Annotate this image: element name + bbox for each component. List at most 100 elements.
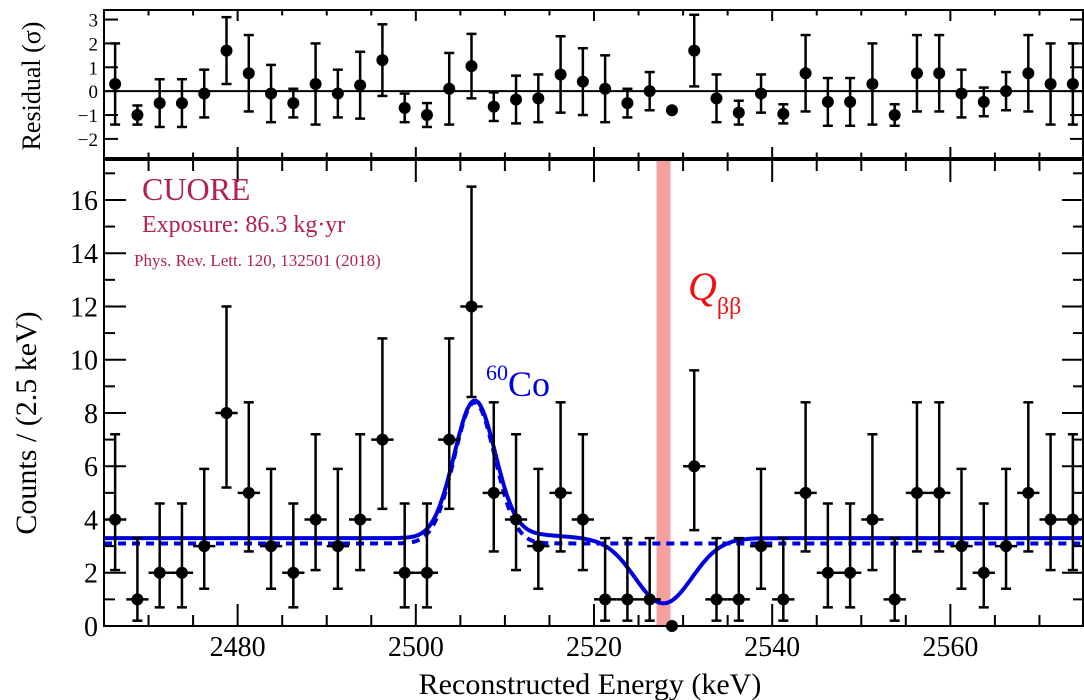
fit-curve-dashed xyxy=(104,400,1084,546)
residual-point xyxy=(910,67,923,80)
residual-point xyxy=(198,87,211,100)
spectrum-point xyxy=(376,433,389,446)
spectrum-point xyxy=(799,486,812,499)
residual-point xyxy=(888,109,901,122)
residual-panel: −2 −1 0 1 23 Residual (σ) xyxy=(17,10,1084,158)
residual-point xyxy=(131,109,144,122)
spectrum-point xyxy=(888,593,901,606)
spectrum-point xyxy=(420,566,433,579)
residual-point xyxy=(265,87,278,100)
residual-points xyxy=(109,13,1079,129)
residual-point xyxy=(576,75,589,88)
x-axis-label: Reconstructed Energy (keV) xyxy=(419,668,762,700)
spectrum-point xyxy=(1000,540,1013,553)
spectrum-point xyxy=(220,406,233,419)
residual-point xyxy=(487,100,500,113)
residual-point xyxy=(554,68,567,81)
residual-point xyxy=(955,87,968,100)
spectrum-y-axis-label: Counts / (2.5 keV) xyxy=(10,311,43,534)
spectrum-point xyxy=(354,513,367,526)
residual-point xyxy=(933,67,946,80)
spectrum-x-tick-label: 2480 xyxy=(210,632,266,663)
residual-point xyxy=(510,93,523,106)
spectrum-point xyxy=(621,593,634,606)
spectrum-y-ticks: 0 2 4 6 8 10 12 14 16 xyxy=(70,172,1084,643)
spectrum-point xyxy=(487,486,500,499)
spectrum-y-tick-label: 14 xyxy=(70,239,98,270)
spectrum-point xyxy=(755,540,768,553)
spectrum-point xyxy=(844,566,857,579)
spectrum-y-tick-label: 2 xyxy=(84,559,98,590)
q-bb-band xyxy=(656,160,671,626)
residual-point xyxy=(977,95,990,108)
residual-point xyxy=(599,82,612,95)
spectrum-frame xyxy=(103,159,1084,627)
residual-point xyxy=(1022,67,1035,80)
spectrum-panel: 0 2 4 6 8 10 12 14 16 2480 2500 2520 2540 2560 Count… xyxy=(10,160,1084,700)
spectrum-point xyxy=(933,486,946,499)
residual-point xyxy=(153,97,166,110)
spectrum-x-tick-label: 2540 xyxy=(744,632,800,663)
residual-point xyxy=(844,95,857,108)
spectrum-point xyxy=(465,300,478,313)
residual-point xyxy=(732,106,745,119)
co60-label-element: Co xyxy=(508,364,550,404)
spectrum-point xyxy=(710,593,723,606)
residual-point xyxy=(465,60,478,73)
spectrum-point xyxy=(265,540,278,553)
co60-label-mass: 60 xyxy=(486,360,508,385)
spectrum-point xyxy=(821,566,834,579)
residual-point xyxy=(799,67,812,80)
spectrum-point xyxy=(955,540,968,553)
spectrum-point xyxy=(309,513,322,526)
spectrum-point xyxy=(554,486,567,499)
spectrum-point xyxy=(910,486,923,499)
spectrum-point xyxy=(532,540,545,553)
spectrum-y-tick-label: 16 xyxy=(70,186,98,217)
residual-point xyxy=(688,44,701,57)
spectrum-point xyxy=(242,486,255,499)
spectrum-point xyxy=(1022,486,1035,499)
spectrum-x-tick-label: 2500 xyxy=(388,632,444,663)
residual-point xyxy=(443,82,456,95)
residual-frame xyxy=(103,9,1084,159)
residual-point xyxy=(287,97,300,110)
residual-y-tick-label: 2 xyxy=(89,34,99,55)
residual-point xyxy=(1066,78,1079,90)
residual-point xyxy=(175,97,188,110)
residual-y-axis-label: Residual (σ) xyxy=(17,22,46,151)
spectrum-y-tick-label: 6 xyxy=(84,452,98,483)
spectrum-x-tick-label: 2520 xyxy=(566,632,622,663)
residual-point xyxy=(220,44,233,57)
residual-point xyxy=(242,67,255,80)
residual-y-tick-label: 0 xyxy=(89,82,99,103)
residual-point xyxy=(532,92,545,105)
spectrum-point xyxy=(131,593,144,606)
residual-y-tick-label: 3 xyxy=(89,11,99,32)
residual-y-ticks: −2 −1 0 1 23 xyxy=(78,11,1084,151)
spectrum-point xyxy=(1044,513,1057,526)
residual-y-tick-label: 1 xyxy=(89,58,99,79)
spectrum-y-tick-label: 12 xyxy=(70,292,98,323)
residual-point xyxy=(309,78,322,90)
legend-title: CUORE xyxy=(142,171,250,207)
q-bb-label-sub: ββ xyxy=(717,294,741,320)
residual-point xyxy=(331,87,344,100)
residual-point xyxy=(398,101,411,114)
spectrum-point xyxy=(643,593,656,606)
spectrum-point xyxy=(977,566,990,579)
spectrum-y-tick-label: 8 xyxy=(84,399,98,430)
spectrum-point xyxy=(198,540,211,553)
residual-point xyxy=(866,78,879,90)
residual-point xyxy=(376,54,389,67)
residual-x-ticks xyxy=(147,10,1084,158)
residual-point xyxy=(755,87,768,100)
residual-point xyxy=(710,92,723,105)
spectrum-points xyxy=(104,185,1084,632)
legend-exposure: Exposure: 86.3 kg·yr xyxy=(142,212,345,238)
spectrum-point xyxy=(866,513,879,526)
residual-point xyxy=(777,107,790,120)
co60-label: 60Co xyxy=(486,360,550,404)
residual-point xyxy=(621,97,634,110)
residual-point xyxy=(420,109,433,122)
